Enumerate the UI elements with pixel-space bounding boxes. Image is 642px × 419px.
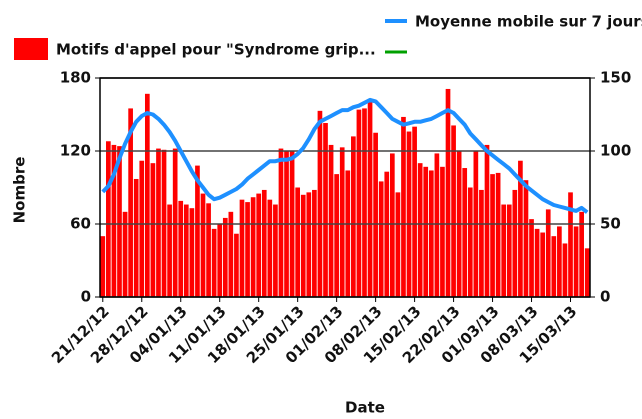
bar (245, 202, 250, 297)
bar (222, 217, 228, 297)
bar (551, 236, 557, 297)
y-tick-label: 60 (70, 215, 91, 233)
bar (306, 192, 312, 297)
bar (317, 110, 323, 297)
bar (351, 136, 356, 297)
bar (250, 197, 256, 297)
y2-tick-label: 0 (600, 288, 610, 306)
bar (228, 211, 234, 297)
legend-swatch (14, 38, 48, 60)
bar (406, 131, 412, 297)
bar (434, 153, 440, 297)
bar (345, 170, 351, 297)
bar (490, 174, 495, 297)
bar (200, 193, 206, 297)
legend-label: Motifs d'appel pour "Syndrome grip... (56, 41, 376, 59)
bar (568, 192, 573, 297)
y2-tick-label: 100 (600, 142, 631, 160)
line-series (101, 97, 589, 214)
bar (139, 160, 145, 297)
bar (484, 144, 490, 297)
bar (573, 226, 579, 297)
bar (211, 228, 217, 297)
y-tick-label: 180 (60, 69, 91, 87)
bar (512, 189, 518, 297)
bar (150, 163, 156, 297)
bar (540, 232, 546, 297)
bar (362, 108, 367, 298)
bar (518, 160, 523, 297)
bar (506, 204, 512, 297)
bar (501, 204, 507, 297)
bar (428, 170, 434, 297)
bar (133, 178, 139, 297)
y2-tick-label: 150 (600, 69, 631, 87)
bar (495, 172, 501, 297)
bar (178, 200, 184, 297)
bar (584, 248, 590, 297)
bar (117, 146, 122, 297)
bar (529, 219, 534, 297)
bar (378, 181, 384, 297)
bar (261, 189, 267, 297)
bar (523, 180, 529, 297)
bar (545, 209, 551, 297)
bar (295, 187, 301, 297)
bar (412, 126, 417, 298)
bar (206, 203, 211, 297)
plot-frame (99, 77, 591, 298)
bar (328, 144, 334, 297)
bar (367, 102, 373, 297)
bar (562, 243, 568, 297)
x-axis-label: Date (345, 399, 385, 417)
bar (267, 199, 273, 297)
bar (189, 208, 195, 297)
bar (100, 236, 106, 297)
bar (462, 168, 468, 297)
bar (239, 199, 245, 297)
bar (128, 108, 133, 298)
bar (300, 194, 306, 297)
bar (467, 187, 473, 297)
y-tick-label: 120 (60, 142, 91, 160)
bar (167, 204, 172, 297)
bar (579, 211, 584, 297)
bar (156, 148, 161, 297)
legend-label: Moyenne mobile sur 7 jours (415, 13, 642, 31)
bar (389, 153, 395, 297)
bar (417, 163, 423, 297)
y-axis-label: Nombre (11, 157, 29, 224)
bar (256, 193, 262, 297)
bar (440, 166, 445, 297)
bar (234, 233, 239, 297)
bar (122, 211, 128, 297)
bar (356, 109, 362, 297)
bar (339, 147, 345, 297)
bar (534, 228, 540, 297)
bar (451, 125, 456, 297)
bar (278, 148, 284, 297)
bar (217, 224, 223, 297)
bar (183, 204, 189, 297)
bar (323, 123, 328, 298)
bar (111, 144, 117, 297)
bar (395, 192, 401, 297)
bar (423, 166, 429, 297)
bar (195, 165, 200, 297)
bar (479, 189, 484, 297)
bar (401, 116, 406, 297)
bar (144, 93, 150, 297)
y-tick-label: 0 (81, 288, 91, 306)
bar (312, 189, 317, 297)
bar (334, 174, 339, 297)
bar (384, 171, 390, 297)
y2-tick-label: 50 (600, 215, 621, 233)
bar (106, 141, 111, 297)
bar (172, 148, 178, 297)
bar (445, 88, 451, 297)
bar (273, 204, 278, 297)
bar (557, 226, 562, 297)
bar (373, 132, 378, 297)
